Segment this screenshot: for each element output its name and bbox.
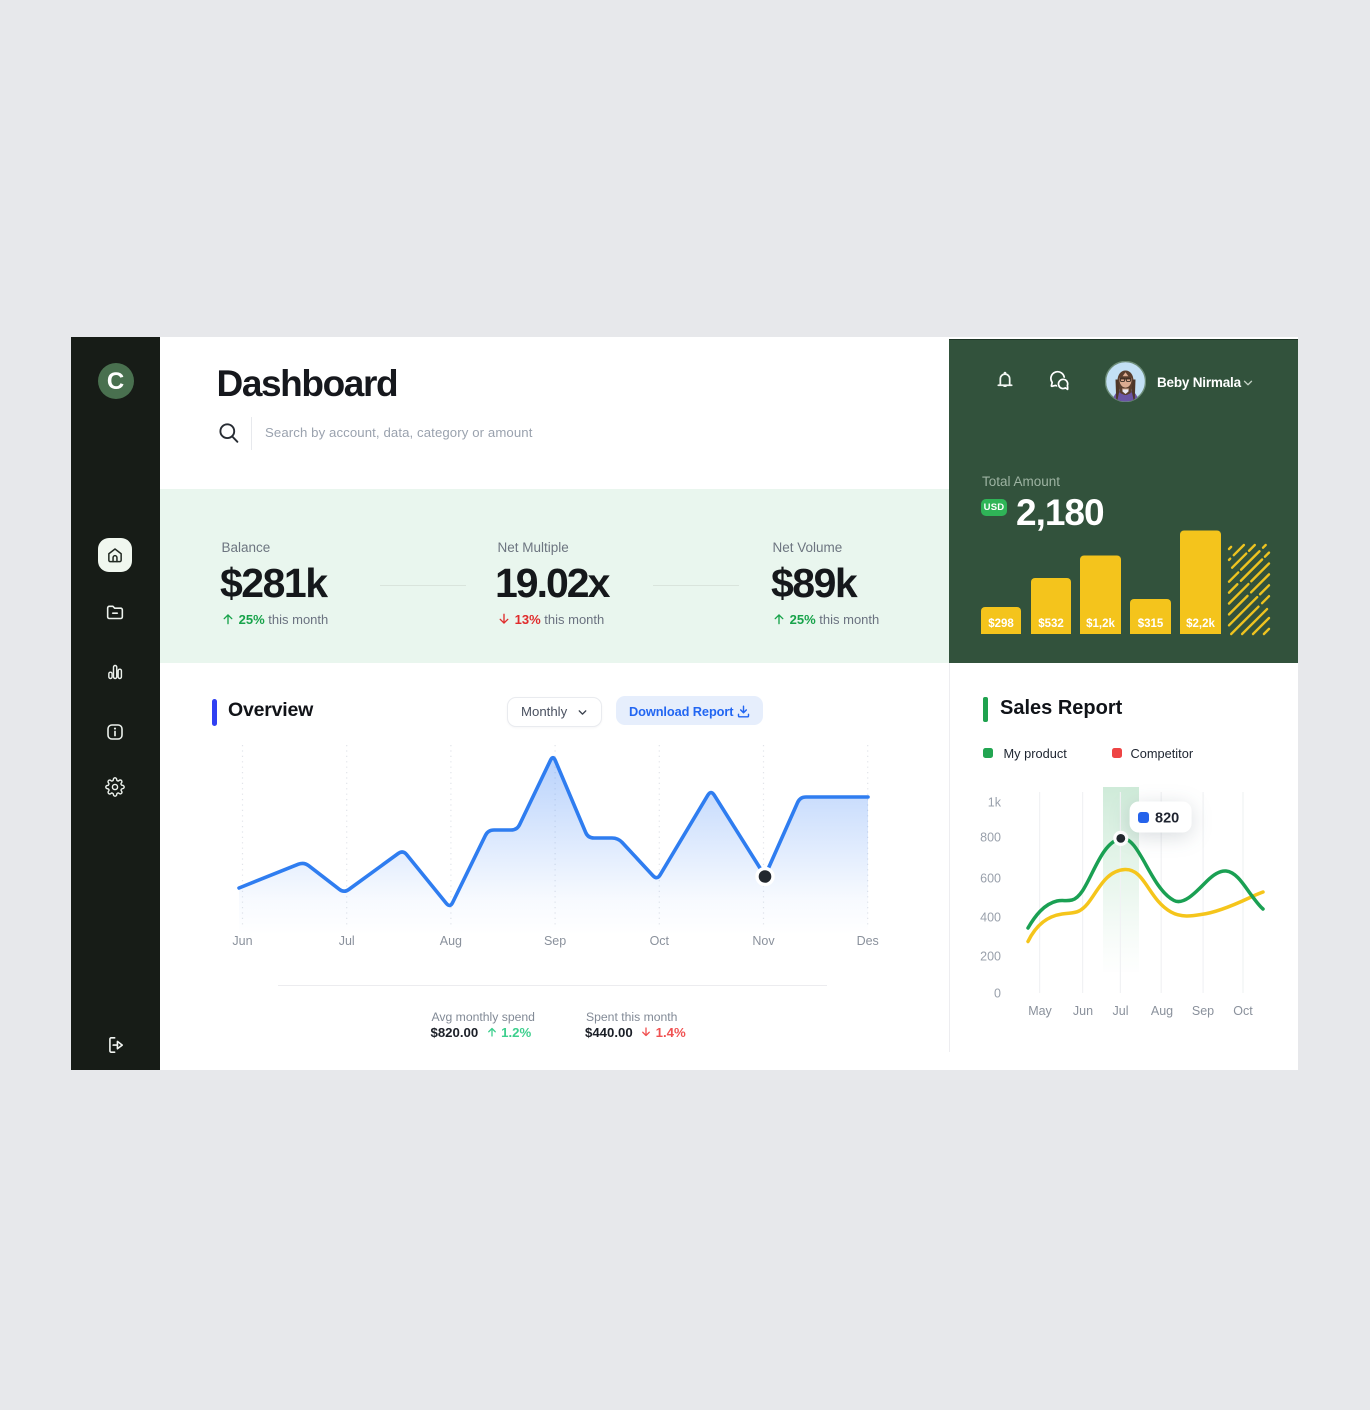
svg-text:Oct: Oct: [650, 934, 670, 948]
svg-text:Des: Des: [857, 934, 879, 948]
svg-text:820: 820: [1155, 811, 1179, 827]
svg-text:May: May: [1028, 1004, 1052, 1018]
svg-text:Sep: Sep: [544, 934, 566, 948]
svg-text:$1,2k: $1,2k: [1086, 618, 1115, 630]
svg-text:Oct: Oct: [1233, 1004, 1253, 1018]
svg-text:Jul: Jul: [339, 934, 355, 948]
svg-text:200: 200: [980, 950, 1001, 964]
svg-text:Nov: Nov: [752, 934, 775, 948]
svg-text:Sep: Sep: [1192, 1004, 1214, 1018]
svg-text:600: 600: [980, 872, 1001, 886]
svg-text:800: 800: [980, 831, 1001, 845]
svg-text:Aug: Aug: [440, 934, 462, 948]
svg-text:$298: $298: [988, 618, 1014, 630]
svg-text:Aug: Aug: [1151, 1004, 1173, 1018]
svg-text:Jun: Jun: [1073, 1004, 1093, 1018]
svg-text:$315: $315: [1138, 618, 1164, 630]
svg-text:Jun: Jun: [232, 934, 252, 948]
svg-text:$2,2k: $2,2k: [1186, 618, 1215, 630]
svg-text:0: 0: [994, 987, 1001, 1001]
svg-text:$532: $532: [1038, 618, 1064, 630]
svg-text:Jul: Jul: [1113, 1004, 1129, 1018]
svg-text:400: 400: [980, 911, 1001, 925]
svg-text:1k: 1k: [988, 796, 1002, 810]
